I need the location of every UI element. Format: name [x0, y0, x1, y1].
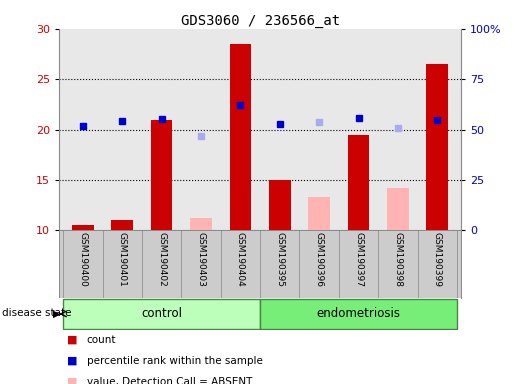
- Text: GSM190398: GSM190398: [393, 232, 402, 287]
- Bar: [426, 64, 448, 230]
- Title: GDS3060 / 236566_at: GDS3060 / 236566_at: [181, 14, 339, 28]
- Text: endometriosis: endometriosis: [317, 307, 401, 320]
- Text: percentile rank within the sample: percentile rank within the sample: [87, 356, 263, 366]
- Text: control: control: [141, 307, 182, 320]
- Bar: [72, 225, 94, 230]
- Text: value, Detection Call = ABSENT: value, Detection Call = ABSENT: [87, 377, 252, 384]
- Text: GSM190402: GSM190402: [157, 232, 166, 287]
- Bar: [190, 218, 212, 230]
- Bar: [63, 299, 260, 329]
- Text: ■: ■: [67, 377, 77, 384]
- Bar: [348, 135, 369, 230]
- Text: ■: ■: [67, 356, 77, 366]
- Bar: [308, 197, 330, 230]
- Bar: [151, 119, 173, 230]
- Bar: [111, 220, 133, 230]
- Text: count: count: [87, 335, 116, 345]
- Text: GSM190396: GSM190396: [315, 232, 323, 287]
- Text: GSM190401: GSM190401: [118, 232, 127, 287]
- Text: GSM190397: GSM190397: [354, 232, 363, 287]
- Text: disease state: disease state: [2, 308, 71, 318]
- Bar: [269, 180, 290, 230]
- Text: GSM190399: GSM190399: [433, 232, 442, 287]
- Bar: [230, 44, 251, 230]
- Text: GSM190404: GSM190404: [236, 232, 245, 287]
- Bar: [387, 188, 409, 230]
- Bar: [260, 299, 457, 329]
- Text: GSM190403: GSM190403: [197, 232, 205, 287]
- Text: ▶: ▶: [53, 308, 61, 318]
- Text: GSM190400: GSM190400: [78, 232, 88, 287]
- Text: ■: ■: [67, 335, 77, 345]
- Text: GSM190395: GSM190395: [275, 232, 284, 287]
